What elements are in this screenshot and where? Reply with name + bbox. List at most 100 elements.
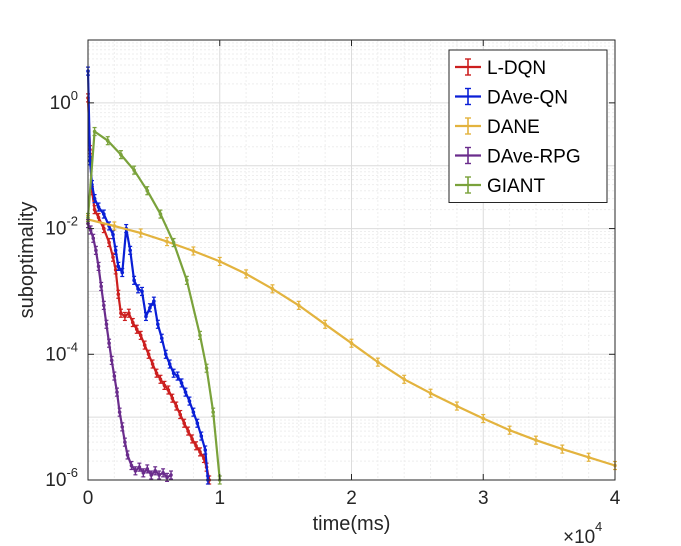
data-point <box>107 341 111 346</box>
legend-label: L-DQN <box>487 58 546 79</box>
data-point <box>198 333 202 338</box>
data-point <box>150 362 155 366</box>
data-point <box>244 272 248 276</box>
data-point <box>186 429 190 433</box>
data-point <box>191 249 196 253</box>
y-tick-label: 10-4 <box>45 339 78 365</box>
axis-ticks: 0 1 2 3 4 10-6 10-4 10-2 100 <box>45 40 621 509</box>
x-axis-multiplier: ×10 4 <box>563 519 602 546</box>
data-point <box>194 444 198 448</box>
data-point <box>187 399 192 403</box>
legend-item-dave-qn: DAve-QN <box>455 88 568 109</box>
data-point <box>99 284 103 289</box>
y-axis-label: suboptimality <box>16 202 38 319</box>
data-point <box>174 404 179 408</box>
data-point <box>534 438 538 442</box>
data-point <box>166 388 171 392</box>
data-point <box>138 231 143 235</box>
data-point <box>178 412 183 417</box>
data-point <box>128 248 132 253</box>
legend-label: DAve-QN <box>487 88 568 109</box>
data-point <box>198 450 202 454</box>
data-point <box>120 425 125 429</box>
data-point <box>586 455 591 460</box>
data-point <box>116 264 121 269</box>
data-point <box>217 259 222 264</box>
data-point <box>148 305 152 310</box>
data-point <box>402 377 407 382</box>
data-point <box>102 303 106 308</box>
data-point <box>202 456 206 461</box>
data-point <box>125 453 130 457</box>
legend-box <box>448 49 608 203</box>
plot-series <box>86 66 617 485</box>
legend: L-DQN DAve-QN DANE DAve-RPG GIANT <box>448 49 608 203</box>
data-point <box>157 473 161 477</box>
series-dave-rpg <box>86 218 174 482</box>
data-point <box>165 239 169 244</box>
data-point <box>123 314 127 319</box>
data-point <box>182 421 186 426</box>
data-point <box>88 228 93 232</box>
data-point <box>169 473 173 477</box>
data-point <box>185 278 189 283</box>
x-tick-label: 2 <box>346 488 357 509</box>
data-point <box>152 299 156 303</box>
y-tick-label: 10-2 <box>45 214 78 240</box>
data-point <box>156 322 160 327</box>
series-dave-qn <box>86 66 210 485</box>
data-point <box>92 196 97 201</box>
data-point <box>211 410 215 414</box>
data-point <box>507 428 512 432</box>
data-point <box>203 448 208 452</box>
data-point <box>158 212 163 216</box>
data-point <box>154 371 159 376</box>
x-tick-label: 1 <box>214 488 225 509</box>
data-point <box>105 138 110 143</box>
x-multiplier-base: ×10 <box>563 527 595 546</box>
data-point <box>191 410 196 414</box>
data-point <box>190 437 194 441</box>
data-point <box>134 327 139 332</box>
data-point <box>204 366 209 371</box>
data-point <box>146 352 151 357</box>
data-point <box>481 416 486 421</box>
data-point <box>132 168 136 172</box>
data-point <box>158 377 163 382</box>
data-point <box>145 188 150 193</box>
data-point <box>107 240 111 245</box>
data-point <box>112 374 117 378</box>
x-multiplier-exponent: 4 <box>595 519 602 534</box>
x-tick-label: 0 <box>83 488 94 509</box>
data-point <box>123 440 127 444</box>
legend-label: DANE <box>487 117 540 138</box>
data-point <box>102 226 106 231</box>
data-point <box>170 396 175 401</box>
data-point <box>153 469 157 473</box>
data-point <box>175 374 180 378</box>
series-dane <box>86 214 617 471</box>
data-point <box>119 311 123 316</box>
data-point <box>323 322 327 327</box>
y-tick-label: 10-6 <box>45 465 78 491</box>
y-tick-label: 100 <box>50 88 78 114</box>
series-l-dqn <box>86 93 212 485</box>
data-point <box>167 362 172 366</box>
data-point <box>349 341 354 346</box>
data-point <box>149 473 154 477</box>
legend-label: DAve-RPG <box>487 147 581 168</box>
data-point <box>92 207 97 212</box>
data-point <box>297 303 301 308</box>
data-point <box>113 248 118 253</box>
data-point <box>162 383 167 388</box>
data-point <box>141 471 146 475</box>
data-point <box>171 240 176 245</box>
data-point <box>138 333 143 338</box>
x-tick-label: 3 <box>478 488 489 509</box>
data-point <box>120 270 125 275</box>
data-point <box>159 336 164 341</box>
data-point <box>163 352 168 357</box>
data-point <box>92 129 97 134</box>
data-point <box>91 236 96 241</box>
